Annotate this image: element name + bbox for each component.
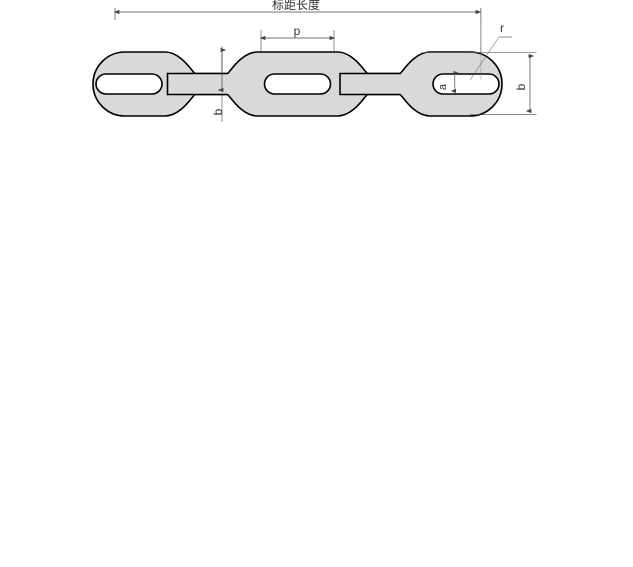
svg-text:r: r <box>500 21 504 35</box>
svg-text:b: b <box>211 108 225 115</box>
svg-text:b: b <box>514 83 528 90</box>
svg-text:p: p <box>294 24 301 38</box>
svg-text:a: a <box>437 83 449 90</box>
svg-text:标距长度: 标距长度 <box>272 0 320 12</box>
